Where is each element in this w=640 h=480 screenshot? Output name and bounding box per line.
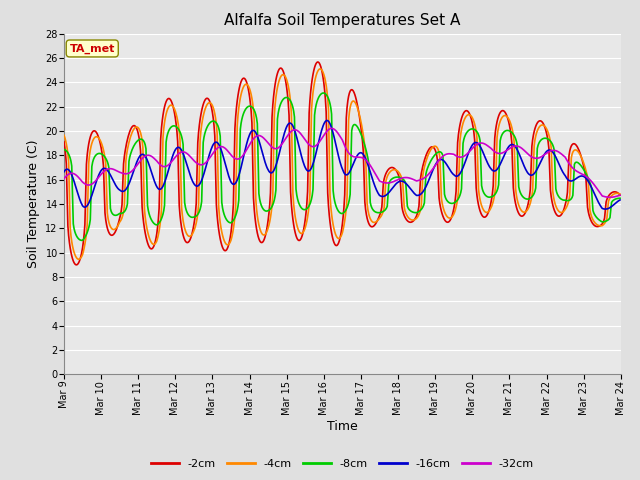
-16cm [60,169,68,175]
-2cm [70,260,78,265]
Line: -16cm: -16cm [64,120,620,209]
-4cm [412,216,419,222]
-4cm [185,233,193,239]
-16cm [184,165,191,170]
-4cm [616,191,624,197]
-8cm [60,146,68,152]
-4cm [428,146,435,152]
-8cm [185,212,193,218]
-2cm [412,216,419,222]
-16cm [323,118,331,123]
-16cm [127,175,135,180]
-4cm [70,249,78,255]
-16cm [213,140,221,145]
-32cm [184,151,191,157]
-32cm [70,171,78,177]
-2cm [60,139,68,144]
Title: Alfalfa Soil Temperatures Set A: Alfalfa Soil Temperatures Set A [224,13,461,28]
-32cm [127,169,135,175]
-8cm [214,123,221,129]
-8cm [128,147,136,153]
-4cm [60,132,68,138]
-4cm [214,167,221,172]
X-axis label: Time: Time [327,420,358,433]
Line: -4cm: -4cm [64,69,620,259]
-2cm [214,220,221,226]
-32cm [213,145,221,151]
Line: -8cm: -8cm [64,93,620,240]
-2cm [185,239,193,245]
-2cm [72,262,80,268]
-16cm [70,179,78,184]
-32cm [328,126,335,132]
-16cm [427,173,435,179]
-32cm [616,192,624,198]
-16cm [602,206,609,212]
-8cm [428,157,435,163]
-16cm [616,197,624,203]
-8cm [319,90,327,96]
-16cm [410,191,418,196]
-4cm [75,256,83,262]
-8cm [78,238,86,243]
-8cm [70,226,78,231]
-32cm [410,177,418,183]
-32cm [60,176,68,181]
Line: -32cm: -32cm [64,129,620,197]
-2cm [616,192,624,198]
-2cm [128,124,136,130]
-2cm [314,59,321,65]
Legend: -2cm, -4cm, -8cm, -16cm, -32cm: -2cm, -4cm, -8cm, -16cm, -32cm [147,455,538,474]
-32cm [427,169,435,175]
-4cm [316,66,324,72]
-8cm [412,210,419,216]
Y-axis label: Soil Temperature (C): Soil Temperature (C) [27,140,40,268]
-8cm [616,195,624,201]
Text: TA_met: TA_met [70,43,115,54]
Line: -2cm: -2cm [64,62,620,265]
-4cm [128,130,136,135]
-32cm [606,194,614,200]
-2cm [428,144,435,150]
